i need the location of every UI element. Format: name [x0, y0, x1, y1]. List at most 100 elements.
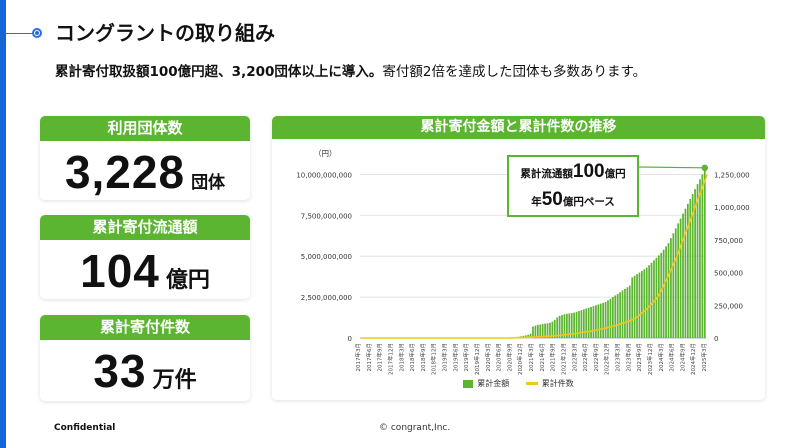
x-tick-label: 2018年12月	[430, 343, 438, 375]
bar	[602, 302, 605, 338]
x-tick-label: 2020年3月	[484, 343, 492, 372]
callout-line2-suffix: 億円ペース	[562, 196, 615, 208]
bar	[541, 324, 544, 338]
bar	[580, 310, 583, 338]
bar	[573, 312, 576, 338]
bar	[544, 323, 546, 338]
bar	[592, 306, 595, 338]
bar	[524, 335, 527, 338]
legend-line-label: 累計件数	[541, 379, 574, 388]
bar	[578, 311, 580, 338]
bar	[558, 315, 561, 338]
stat-label: 累計寄付流通額	[40, 215, 250, 240]
bar	[667, 243, 670, 338]
title-bullet-icon	[32, 28, 42, 38]
legend-line-swatch	[525, 382, 538, 385]
bar	[633, 275, 636, 338]
bar	[624, 288, 626, 338]
y2-tick-label: 1,250,000	[714, 171, 750, 179]
chart-card: （円） 10,000,000,000 7,500,000,000 5,000,000,…	[272, 116, 765, 400]
stat-unit: 団体	[191, 173, 226, 193]
legend-bar-label: 累計金額	[477, 379, 510, 388]
bar	[539, 324, 542, 338]
footer-confidential: Confidential	[54, 423, 116, 433]
bar	[677, 223, 680, 338]
x-tick-label: 2023年9月	[635, 343, 643, 372]
x-tick-label: 2020年6月	[495, 343, 503, 372]
bar	[599, 303, 602, 338]
y-tick-label: 2,500,000,000	[301, 294, 352, 302]
stat-value: 33	[93, 345, 147, 397]
callout-line1-big: 100	[572, 161, 605, 182]
y-tick-label: 7,500,000,000	[301, 212, 352, 220]
bar	[701, 174, 704, 338]
bar	[536, 324, 539, 338]
bar	[689, 198, 692, 338]
bar	[638, 272, 641, 338]
callout-connector	[636, 166, 705, 169]
bar	[636, 274, 638, 338]
subtitle-bold: 累計寄付取扱額100億円超、3,200団体以上に導入。	[55, 64, 383, 80]
x-tick-label: 2021年3月	[527, 343, 535, 372]
bar	[546, 323, 549, 338]
x-tick-label: 2017年9月	[376, 343, 384, 372]
y2-tick-label: 0	[714, 335, 718, 343]
bar	[529, 333, 532, 338]
line-series	[361, 174, 708, 339]
bar	[549, 322, 551, 338]
x-tick-label: 2024年12月	[689, 343, 697, 375]
callout-line1-prefix: 累計流通額	[520, 168, 573, 180]
bar	[614, 295, 617, 338]
bar	[696, 184, 699, 338]
stat-value: 104	[80, 245, 160, 297]
bar	[575, 311, 578, 338]
bar	[587, 307, 590, 338]
bar	[703, 167, 706, 338]
bar	[570, 313, 573, 338]
bar	[604, 302, 607, 338]
bar	[660, 252, 663, 338]
bar	[657, 255, 660, 338]
bar	[595, 305, 597, 338]
legend-bar-swatch	[463, 379, 474, 388]
x-tick-label: 2020年9月	[505, 343, 513, 372]
bar	[621, 290, 624, 338]
stat-value: 3,228	[64, 146, 186, 198]
bar	[626, 287, 629, 338]
stat-unit: 万件	[152, 368, 197, 393]
bar	[645, 267, 648, 338]
bar	[699, 179, 701, 338]
bar	[672, 233, 675, 338]
bar	[568, 313, 571, 338]
bar	[691, 194, 694, 338]
x-tick-label: 2024年6月	[668, 343, 676, 372]
chart-title: 累計寄付金額と累計件数の推移	[272, 116, 765, 139]
x-tick-label: 2023年3月	[614, 343, 622, 372]
x-tick-label: 2022年6月	[581, 343, 589, 372]
bar	[694, 189, 696, 338]
bar	[590, 306, 592, 338]
x-tick-label: 2024年3月	[657, 343, 665, 372]
bar	[670, 238, 672, 338]
stat-unit: 億円	[165, 268, 210, 293]
x-tick-label: 2017年12月	[386, 343, 394, 375]
bar	[682, 213, 684, 338]
x-tick-label: 2019年6月	[451, 343, 459, 372]
page-subtitle: 累計寄付取扱額100億円超、3,200団体以上に導入。寄付額2倍を達成した団体も…	[55, 60, 646, 80]
x-tick-label: 2021年9月	[549, 343, 557, 372]
bar	[597, 304, 600, 338]
x-tick-label: 2019年3月	[441, 343, 449, 372]
bar	[619, 292, 621, 338]
x-tick-label: 2023年12月	[646, 343, 654, 375]
y2-tick-label: 750,000	[714, 237, 743, 245]
bar	[662, 249, 665, 338]
chart-legend: 累計金額 累計件数	[272, 378, 765, 389]
y2-tick-label: 1,000,000	[714, 204, 750, 212]
x-tick-label: 2023年6月	[624, 343, 632, 372]
donation-trend-chart: （円） 10,000,000,000 7,500,000,000 5,000,000,…	[296, 149, 750, 375]
x-tick-label: 2019年9月	[462, 343, 470, 372]
bar	[585, 308, 588, 338]
title-connector-line	[6, 33, 32, 34]
bar	[653, 260, 655, 338]
bar	[650, 262, 653, 338]
